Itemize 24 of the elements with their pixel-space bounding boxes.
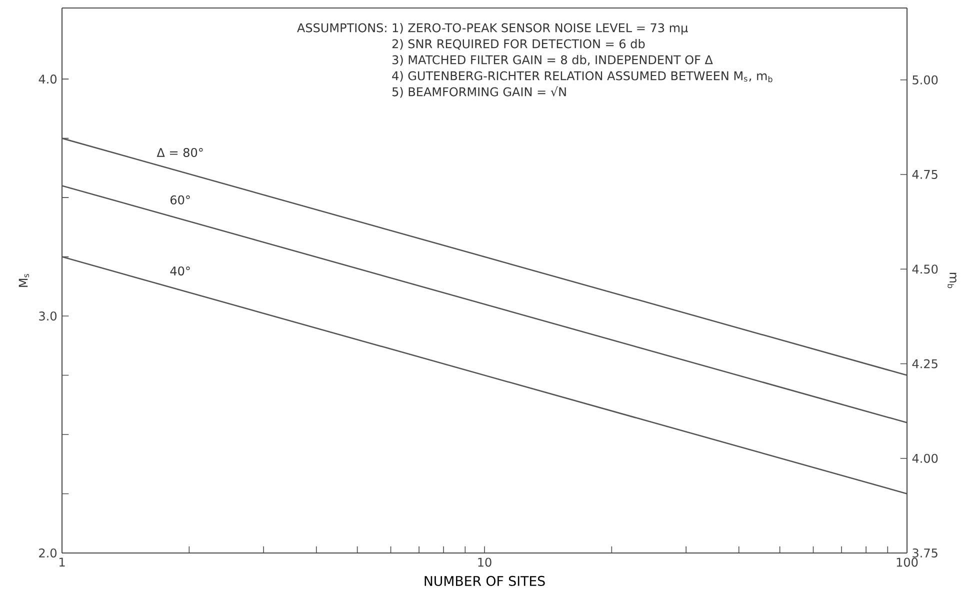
series-label: Δ = 80° — [156, 148, 203, 158]
x-axis-title: NUMBER OF SITES — [424, 576, 545, 586]
x-tick-label: 1 — [60, 558, 65, 566]
annotation: 3) MATCHED FILTER GAIN = 8 db, INDEPENDENT OF Δ — [392, 55, 713, 66]
y2-tick-label: 5.00 — [912, 75, 938, 84]
y-axis-title: M$_{s}$ — [18, 274, 30, 287]
y-tick-label: 3.0 — [39, 311, 56, 321]
y-tick-label: 2.0 — [39, 548, 56, 558]
y-tick-label: 4.0 — [38, 74, 56, 84]
y2-axis-title: m$_{b}$ — [948, 272, 956, 288]
y2-tick-label: 4.00 — [912, 454, 938, 463]
annotation: 1) ZERO-TO-PEAK SENSOR NOISE LEVEL = 73 mμ — [392, 23, 688, 35]
y2-tick-label: 3.75 — [912, 548, 938, 558]
y2-tick-label: 4.50 — [912, 264, 938, 274]
x-tick-label: 100 — [896, 558, 918, 567]
y2-tick-label: 4.75 — [912, 170, 938, 179]
annotation: 4) GUTENBERG-RICHTER RELATION ASSUMED BETWEEN M$_{s}$, m$_{b}$ — [392, 71, 772, 82]
annotation: 5) BEAMFORMING GAIN = √N — [392, 86, 566, 98]
annotation: 2) SNR REQUIRED FOR DETECTION = 6 db — [392, 39, 645, 50]
y2-tick-label: 4.25 — [912, 359, 938, 368]
annotation: ASSUMPTIONS: — [297, 23, 386, 32]
series-label: 40° — [170, 266, 190, 276]
x-tick-label: 10 — [478, 558, 492, 567]
series-label: 60° — [170, 195, 190, 204]
